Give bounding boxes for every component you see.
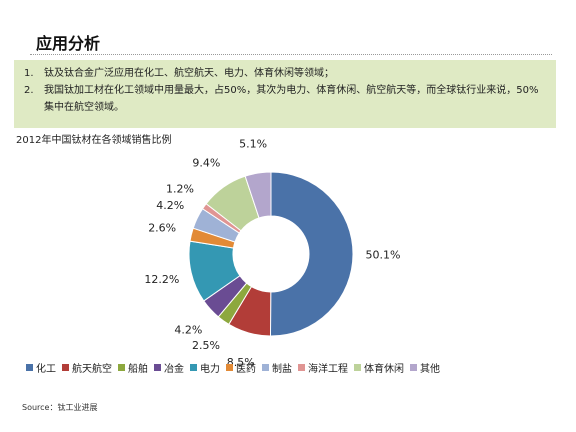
legend-item: 化工 [26, 360, 56, 375]
legend-item: 电力 [190, 360, 220, 375]
legend-swatch [298, 363, 305, 371]
legend-swatch [226, 363, 233, 371]
bullet-text: 我国钛加工材在化工领域中用量最大，占50%，其次为电力、体育休闲、航空航天等，而… [44, 85, 539, 113]
page-title: 应用分析 [36, 34, 101, 53]
data-label: 4.2% [174, 324, 202, 337]
data-label: 9.4% [192, 157, 220, 170]
legend-label: 海洋工程 [308, 363, 348, 375]
legend-item: 冶金 [154, 360, 184, 375]
legend-item: 制盐 [262, 360, 292, 375]
data-label: 12.2% [144, 273, 179, 286]
data-label: 5.1% [239, 137, 267, 150]
legend-label: 体育休闲 [364, 363, 404, 375]
legend-swatch [26, 363, 33, 371]
pie-slice [244, 171, 272, 219]
legend-swatch [154, 363, 161, 371]
legend-swatch [354, 363, 361, 371]
legend-label: 航天航空 [72, 363, 112, 375]
bullet-box: 1. 钛及钛合金广泛应用在化工、航空航天、电力、体育休闲等领域； 2. 我国钛加… [14, 60, 556, 128]
data-label: 50.1% [366, 248, 401, 261]
legend-label: 制盐 [272, 363, 292, 375]
bullet-text: 钛及钛合金广泛应用在化工、航空航天、电力、体育休闲等领域； [44, 68, 334, 79]
bullet-item: 2. 我国钛加工材在化工领域中用量最大，占50%，其次为电力、体育休闲、航空航天… [24, 82, 548, 116]
source-note: Source：钛工业进展 [22, 403, 98, 412]
legend-label: 医药 [236, 363, 256, 375]
legend-label: 其他 [420, 363, 440, 375]
legend-label: 电力 [200, 363, 220, 375]
data-label: 4.2% [156, 199, 184, 212]
legend-item: 船舶 [118, 360, 148, 375]
legend-item: 其他 [410, 360, 440, 375]
bullet-number: 1. [24, 68, 34, 79]
legend-item: 海洋工程 [298, 360, 348, 375]
bullet-number: 2. [24, 85, 34, 96]
data-label: 2.5% [192, 339, 220, 352]
chart-legend: 化工 航天航空 船舶 冶金 电力 医药 制盐 海洋工程 体育休闲 其他 [26, 360, 566, 375]
legend-swatch [62, 363, 69, 371]
legend-swatch [190, 363, 197, 371]
legend-swatch [118, 363, 125, 371]
data-label: 2.6% [148, 222, 176, 235]
legend-item: 体育休闲 [354, 360, 404, 375]
legend-item: 航天航空 [62, 360, 112, 375]
legend-label: 冶金 [164, 363, 184, 375]
bullet-item: 1. 钛及钛合金广泛应用在化工、航空航天、电力、体育休闲等领域； [24, 65, 548, 82]
data-label: 8.5% [227, 356, 255, 369]
legend-label: 船舶 [128, 363, 148, 375]
chart-title: 2012年中国钛材在各领域销售比例 [16, 135, 172, 146]
legend-swatch [262, 363, 269, 371]
title-divider [30, 54, 552, 55]
legend-item: 医药 [226, 360, 256, 375]
pie-slice [269, 171, 354, 337]
legend-swatch [410, 363, 417, 371]
data-label: 1.2% [166, 183, 194, 196]
legend-label: 化工 [36, 363, 56, 375]
